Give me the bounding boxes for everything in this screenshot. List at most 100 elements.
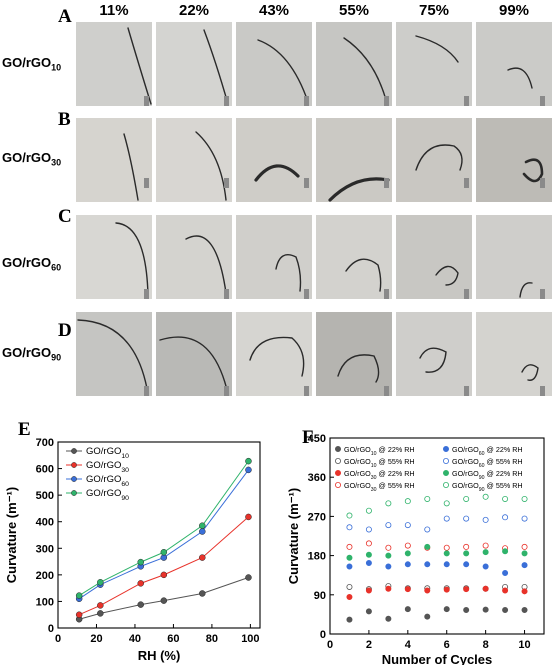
- data-point: [521, 607, 528, 614]
- sample-strip: [522, 158, 544, 183]
- legend-marker: [335, 470, 342, 477]
- sample-clamp: [224, 178, 229, 188]
- y-tick-label: 400: [36, 517, 54, 529]
- data-point: [75, 592, 83, 599]
- film-strip: [203, 29, 229, 105]
- data-point: [365, 551, 372, 558]
- y-tick-label: 200: [36, 570, 54, 582]
- legend-label-3: GO/rGO60: [86, 474, 129, 488]
- x-axis-label: RH (%): [138, 648, 181, 663]
- sample-photo-c-2: [156, 215, 232, 299]
- data-point: [482, 542, 489, 549]
- legend-marker: [71, 462, 77, 468]
- legend-marker: [442, 482, 449, 489]
- data-point: [443, 544, 450, 551]
- row-label-sub: 90: [51, 352, 62, 363]
- sample-clamp: [384, 386, 389, 396]
- data-point: [404, 498, 411, 505]
- legend-label-2: GO/rGO10 @ 55% RH: [344, 457, 415, 469]
- sample-strip: [343, 37, 387, 101]
- row-label-d: GO/rGO90: [2, 345, 76, 363]
- row-label-sub: 60: [51, 262, 62, 273]
- sample-photo-b-3: [236, 118, 312, 202]
- data-point: [443, 515, 450, 522]
- data-point: [385, 522, 392, 529]
- film-strip: [77, 319, 149, 395]
- panel-letter-a: A: [58, 6, 72, 27]
- legend-sub: 90: [121, 495, 129, 502]
- legend-marker: [335, 457, 342, 464]
- x-tick-label: 60: [167, 633, 179, 645]
- sample-strip: [337, 354, 380, 383]
- x-axis-label: Number of Cycles: [382, 652, 493, 665]
- sample-strip: [415, 144, 463, 171]
- data-point: [463, 607, 470, 614]
- y-tick-label: 100: [36, 596, 54, 608]
- x-tick-label: 8: [483, 639, 489, 651]
- legend-sub: 60: [479, 451, 485, 457]
- sample-clamp: [464, 96, 469, 106]
- sample-clamp: [304, 178, 309, 188]
- film-strip: [415, 144, 463, 171]
- row-label-main: GO/rGO: [2, 345, 52, 360]
- film-strip: [415, 35, 459, 63]
- data-point: [365, 507, 372, 514]
- sample-photo-c-6: [476, 215, 552, 299]
- x-tick-label: 4: [405, 639, 412, 651]
- legend-sub: 60: [121, 481, 129, 488]
- sample-photo-a-3: [236, 22, 312, 106]
- film-strip: [127, 27, 152, 105]
- data-point: [346, 543, 353, 550]
- film-strip: [257, 39, 309, 103]
- film-strip: [519, 282, 533, 298]
- legend-main: GO/rGO: [86, 474, 121, 485]
- legend-main: GO/rGO: [452, 481, 479, 490]
- legend-label-7: GO/rGO90 @ 22% RH: [452, 469, 523, 481]
- data-point: [443, 586, 450, 593]
- y-tick-label: 600: [36, 464, 54, 476]
- data-point: [443, 550, 450, 557]
- sample-clamp: [224, 289, 229, 299]
- data-point: [502, 607, 509, 614]
- sample-photo-c-3: [236, 215, 312, 299]
- sample-strip: [257, 39, 309, 103]
- sample-photo-c-1: [76, 215, 152, 299]
- sample-strip: [249, 336, 305, 377]
- sample-clamp: [384, 289, 389, 299]
- series-line-1: [79, 577, 249, 620]
- legend-label-1: GO/rGO10: [86, 446, 129, 460]
- x-tick-label: 40: [129, 633, 141, 645]
- legend-label-3: GO/rGO30 @ 22% RH: [344, 469, 415, 481]
- row-label-sub: 30: [51, 157, 62, 168]
- series-line-3: [78, 469, 249, 600]
- sample-photo-b-5: [396, 118, 472, 202]
- y-tick-label: 90: [314, 590, 326, 602]
- sample-photo-c-4: [316, 215, 392, 299]
- legend-marker: [71, 448, 77, 454]
- sample-strip: [77, 319, 149, 395]
- sample-clamp: [304, 289, 309, 299]
- plot-frame: [329, 437, 545, 635]
- legend-label-8: GO/rGO90 @ 55% RH: [452, 481, 523, 493]
- data-point: [521, 550, 528, 557]
- data-point: [346, 593, 353, 600]
- sample-photo-a-4: [316, 22, 392, 106]
- sample-clamp: [144, 96, 149, 106]
- sample-clamp: [304, 96, 309, 106]
- sample-photo-d-4: [316, 312, 392, 396]
- legend-main: GO/rGO: [344, 481, 371, 490]
- data-point: [137, 580, 144, 587]
- sample-photo-b-2: [156, 118, 232, 202]
- x-tick-label: 2: [366, 639, 372, 651]
- data-point: [385, 615, 392, 622]
- sample-photo-d-6: [476, 312, 552, 396]
- sample-photo-a-2: [156, 22, 232, 106]
- data-point: [404, 550, 411, 557]
- sample-clamp: [384, 178, 389, 188]
- legend-main: GO/rGO: [86, 488, 121, 499]
- row-label-main: GO/rGO: [2, 55, 52, 70]
- row-label-a: GO/rGO10: [2, 55, 76, 73]
- data-point: [245, 574, 252, 581]
- legend-label-4: GO/rGO90: [86, 488, 129, 502]
- data-point: [463, 586, 470, 593]
